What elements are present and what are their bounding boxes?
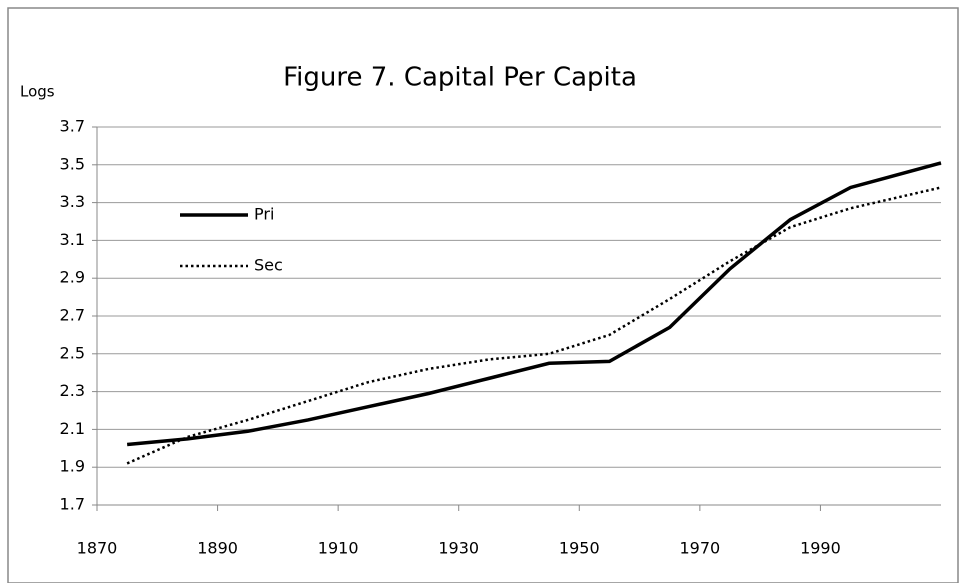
x-tick-label: 1870 bbox=[77, 539, 118, 558]
x-tick-label: 1970 bbox=[679, 539, 720, 558]
x-tick-label: 1890 bbox=[197, 539, 238, 558]
series-line bbox=[126, 161, 942, 447]
chart-title: Figure 7. Capital Per Capita bbox=[283, 63, 637, 93]
x-tick-label: 1990 bbox=[800, 539, 841, 558]
y-tick-label: 3.3 bbox=[60, 192, 85, 211]
chart-frame bbox=[7, 7, 959, 583]
y-tick-label: 2.7 bbox=[60, 306, 85, 325]
y-tick-label: 3.1 bbox=[60, 230, 85, 249]
y-tick-label: 2.5 bbox=[60, 343, 85, 362]
legend-label: Pri bbox=[254, 205, 274, 224]
legend-label: Sec bbox=[254, 256, 283, 275]
y-tick-label: 2.1 bbox=[60, 419, 85, 438]
y-tick-label: 1.7 bbox=[60, 495, 85, 514]
series-line bbox=[126, 186, 942, 465]
x-tick-label: 1950 bbox=[559, 539, 600, 558]
y-tick-label: 3.5 bbox=[60, 154, 85, 173]
y-tick-label: 2.3 bbox=[60, 381, 85, 400]
y-tick-label: 2.9 bbox=[60, 268, 85, 287]
x-tick-label: 1910 bbox=[318, 539, 359, 558]
y-tick-label: 3.7 bbox=[60, 117, 85, 136]
y-tick-label: 1.9 bbox=[60, 457, 85, 476]
y-axis-label: Logs bbox=[20, 83, 55, 101]
x-tick-label: 1930 bbox=[438, 539, 479, 558]
